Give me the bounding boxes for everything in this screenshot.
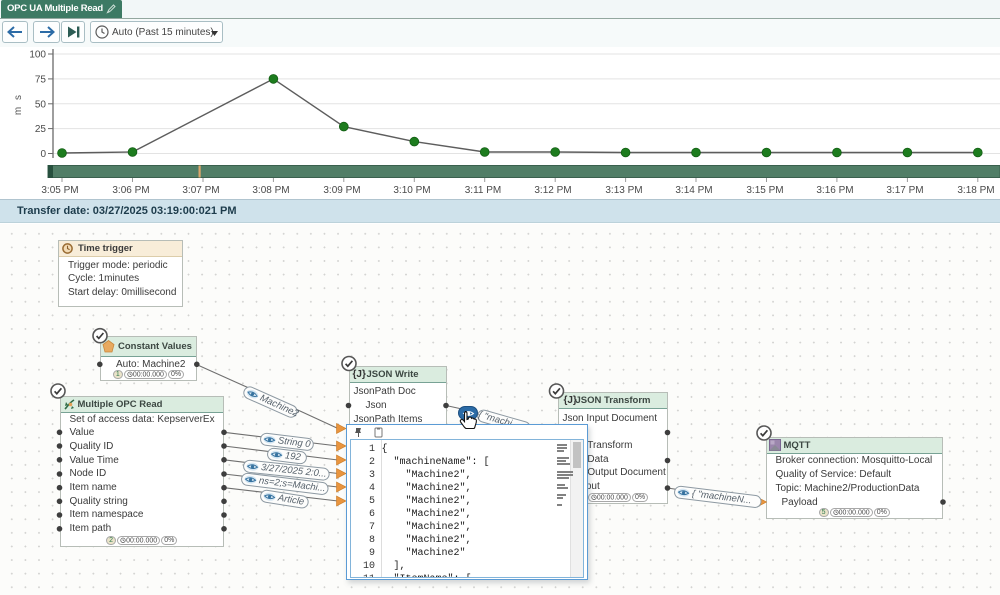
- svg-text:3:16 PM: 3:16 PM: [816, 185, 853, 196]
- svg-text:3:09 PM: 3:09 PM: [323, 185, 360, 196]
- svg-text:3:12 PM: 3:12 PM: [534, 185, 571, 196]
- svg-text:0: 0: [40, 149, 46, 160]
- svg-text:3:06 PM: 3:06 PM: [112, 185, 149, 196]
- svg-text:25: 25: [35, 124, 47, 135]
- svg-text:3:11 PM: 3:11 PM: [465, 185, 502, 196]
- svg-text:3:07 PM: 3:07 PM: [182, 185, 219, 196]
- svg-text:3:17 PM: 3:17 PM: [886, 185, 923, 196]
- svg-text:3:13 PM: 3:13 PM: [605, 185, 642, 196]
- svg-text:3:15 PM: 3:15 PM: [746, 185, 783, 196]
- svg-text:3:08 PM: 3:08 PM: [252, 185, 289, 196]
- svg-text:3:05 PM: 3:05 PM: [41, 185, 78, 196]
- svg-text:3:18 PM: 3:18 PM: [957, 185, 994, 196]
- svg-text:50: 50: [35, 99, 47, 110]
- svg-text:m s: m s: [13, 93, 24, 115]
- svg-text:75: 75: [35, 74, 47, 85]
- svg-text:100: 100: [29, 50, 46, 61]
- svg-text:3:14 PM: 3:14 PM: [675, 185, 712, 196]
- svg-text:3:10 PM: 3:10 PM: [393, 185, 430, 196]
